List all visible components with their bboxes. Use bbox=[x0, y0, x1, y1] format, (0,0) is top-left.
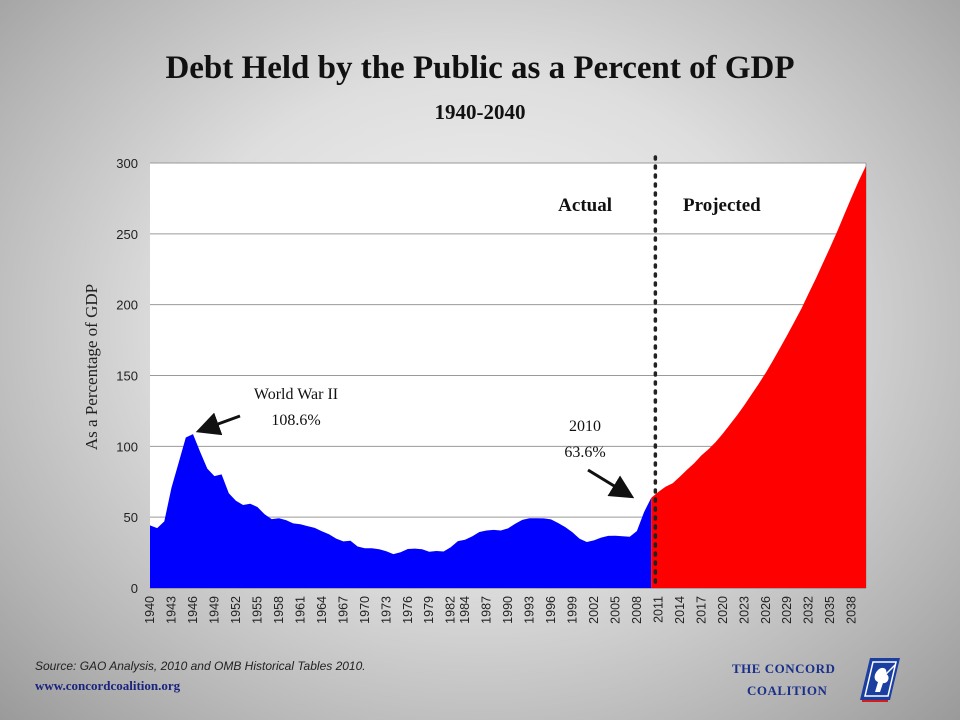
x-tick-label: 2023 bbox=[737, 596, 751, 624]
y-tick-label: 0 bbox=[131, 581, 138, 596]
x-tick-label: 1943 bbox=[165, 596, 179, 624]
x-tick-label: 2029 bbox=[780, 596, 794, 624]
x-tick-label: 2035 bbox=[823, 596, 837, 624]
area-projected bbox=[651, 165, 866, 589]
x-tick-label: 1996 bbox=[544, 596, 558, 624]
website-link[interactable]: www.concordcoalition.org bbox=[35, 678, 181, 693]
chart-subtitle: 1940-2040 bbox=[434, 100, 526, 124]
x-tick-label: 1984 bbox=[458, 596, 472, 624]
x-tick-label: 2014 bbox=[673, 596, 687, 624]
x-tick-label: 1955 bbox=[250, 596, 264, 624]
x-tick-label: 1970 bbox=[358, 596, 372, 624]
x-tick-label: 1979 bbox=[422, 596, 436, 624]
logo-text-line2: COALITION bbox=[747, 683, 828, 698]
x-tick-label: 1999 bbox=[565, 596, 579, 624]
annotation-wwii-arrow bbox=[195, 412, 241, 436]
annotation-2010-arrow bbox=[587, 468, 635, 499]
chart-title: Debt Held by the Public as a Percent of … bbox=[165, 50, 795, 86]
y-tick-label: 250 bbox=[116, 227, 138, 242]
x-tick-label: 1982 bbox=[444, 596, 458, 624]
area-actual bbox=[150, 434, 652, 588]
x-tick-label: 2008 bbox=[630, 596, 644, 624]
annotation-wwii-title: World War II bbox=[254, 386, 338, 403]
y-axis-label: As a Percentage of GDP bbox=[82, 284, 101, 450]
source-note: Source: GAO Analysis, 2010 and OMB Histo… bbox=[35, 659, 366, 673]
x-tick-label: 1949 bbox=[207, 596, 221, 624]
x-tick-label: 1993 bbox=[523, 596, 537, 624]
x-tick-label: 1973 bbox=[379, 596, 393, 624]
x-tick-label: 1976 bbox=[401, 596, 415, 624]
x-tick-label: 2026 bbox=[759, 596, 773, 624]
x-tick-label: 1952 bbox=[229, 596, 243, 624]
x-tick-label: 1958 bbox=[272, 596, 286, 624]
y-tick-label: 200 bbox=[116, 298, 138, 313]
x-tick-label: 2038 bbox=[845, 596, 859, 624]
x-tick-label: 1946 bbox=[186, 596, 200, 624]
x-tick-label: 2005 bbox=[608, 596, 622, 624]
x-tick-label: 2011 bbox=[651, 596, 665, 623]
logo-text-line1: THE CONCORD bbox=[732, 661, 836, 676]
y-tick-label: 100 bbox=[116, 439, 138, 454]
y-tick-label: 150 bbox=[116, 369, 138, 384]
x-tick-label: 2017 bbox=[694, 596, 708, 624]
y-tick-label: 300 bbox=[116, 156, 138, 171]
y-tick-labels: 0 50 100 150 200 250 300 bbox=[116, 156, 138, 596]
data-areas bbox=[150, 165, 866, 589]
x-tick-label: 1987 bbox=[480, 596, 494, 624]
x-tick-label: 1964 bbox=[315, 596, 329, 624]
x-tick-label: 1967 bbox=[336, 596, 350, 624]
x-tick-label: 1961 bbox=[293, 596, 307, 624]
concord-coalition-logo: THE CONCORD COALITION bbox=[728, 656, 908, 706]
annotation-2010-value: 63.6% bbox=[564, 444, 605, 461]
x-tick-label: 1940 bbox=[143, 596, 157, 624]
x-tick-label: 2020 bbox=[716, 596, 730, 624]
annotation-wwii-value: 108.6% bbox=[271, 412, 320, 429]
minuteman-emblem-icon bbox=[860, 658, 900, 702]
x-tick-label: 1990 bbox=[501, 596, 515, 624]
x-tick-label: 2002 bbox=[587, 596, 601, 624]
region-label-projected: Projected bbox=[683, 195, 761, 216]
x-tick-label: 2032 bbox=[802, 596, 816, 624]
y-tick-label: 50 bbox=[124, 510, 138, 525]
region-label-actual: Actual bbox=[558, 195, 612, 216]
annotation-2010-title: 2010 bbox=[569, 418, 601, 435]
x-tick-labels: 1940 1943 1946 1949 1952 1955 1958 1961 1964 1967… bbox=[143, 596, 859, 624]
